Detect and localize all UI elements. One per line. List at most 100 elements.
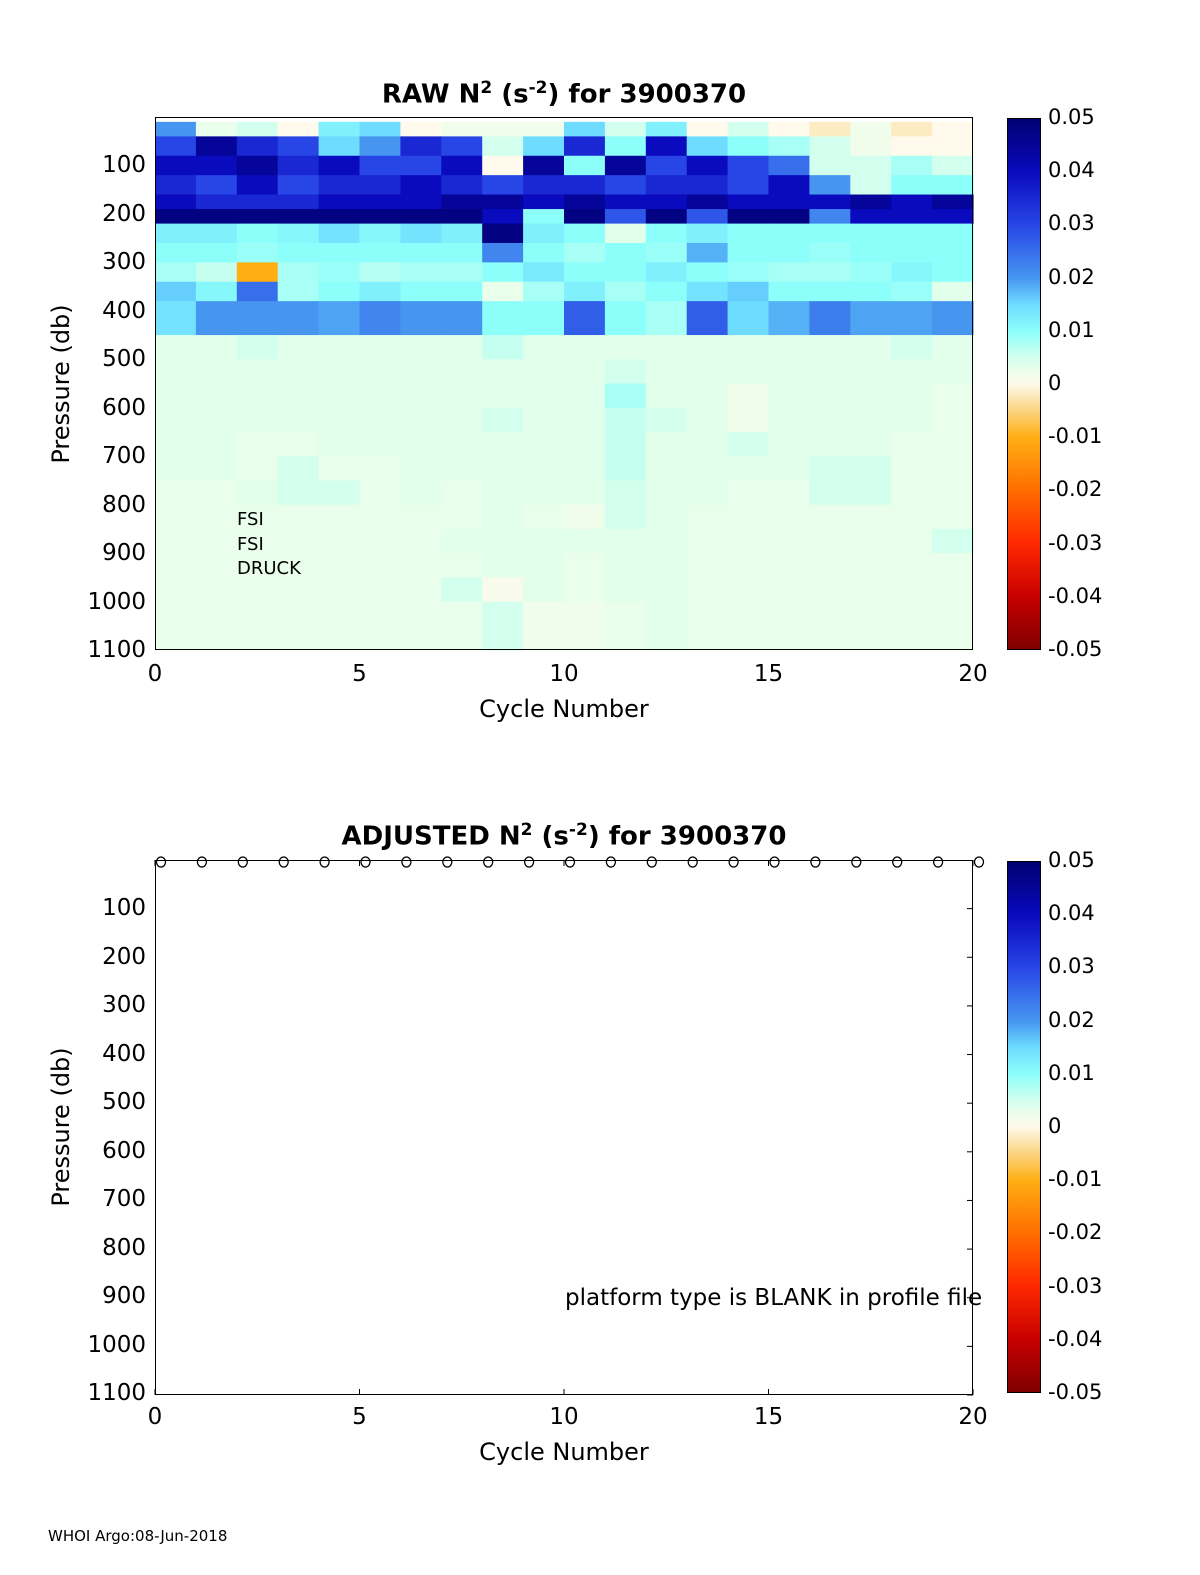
heatmap-cell — [236, 577, 279, 603]
heatmap-cell — [359, 480, 401, 506]
heatmap-cell — [768, 335, 810, 360]
heatmap-cell — [482, 136, 524, 157]
heatmap-cell — [318, 553, 361, 578]
heatmap-cell — [932, 209, 974, 225]
heatmap-cell — [604, 383, 647, 409]
heatmap-cell — [604, 194, 647, 210]
heatmap-cell — [932, 407, 974, 433]
heatmap-cell — [155, 431, 197, 457]
x-tick-label: 20 — [958, 661, 988, 687]
heatmap-cell — [155, 281, 197, 302]
heatmap-cell — [236, 281, 279, 302]
heatmap-cell — [155, 194, 197, 210]
heatmap-cell — [809, 359, 851, 385]
heatmap-cell — [482, 262, 524, 283]
heatmap-cell — [359, 281, 401, 302]
heatmap-cell — [523, 553, 565, 578]
heatmap-cell — [155, 456, 197, 482]
heatmap-cell — [645, 383, 688, 409]
colorbar-tick-label: 0.01 — [1048, 1060, 1095, 1085]
heatmap-cell — [318, 601, 361, 651]
cycle-marker — [646, 856, 657, 868]
cycle-marker — [483, 856, 494, 868]
heatmap-cell — [318, 480, 361, 506]
heatmap-cell — [768, 528, 810, 554]
heatmap-cell — [359, 577, 401, 603]
heatmap-cell — [686, 301, 729, 336]
heatmap-cell — [318, 335, 361, 360]
heatmap-cell — [645, 209, 688, 225]
heatmap-cell — [195, 528, 238, 554]
raw-heatmap-plot — [155, 117, 974, 651]
heatmap-cell — [318, 121, 361, 137]
heatmap-cell — [441, 281, 483, 302]
heatmap-cell — [604, 242, 647, 263]
heatmap-cell — [891, 223, 933, 244]
y-tick-label: 900 — [102, 1283, 146, 1310]
heatmap-cell — [400, 359, 442, 385]
heatmap-cell — [564, 175, 606, 196]
heatmap-cell — [482, 155, 524, 176]
heatmap-cell — [686, 155, 729, 176]
colorbar-tick-label: -0.04 — [1048, 1326, 1103, 1351]
heatmap-cell — [686, 121, 729, 137]
x-tick-label: 15 — [753, 1404, 784, 1430]
heatmap-cell — [686, 504, 729, 530]
heatmap-cell — [400, 431, 442, 457]
heatmap-cell — [850, 175, 892, 196]
heatmap-cell — [155, 175, 197, 196]
heatmap-cell — [645, 194, 688, 210]
heatmap-cell — [768, 456, 810, 482]
heatmap-cell — [195, 209, 238, 225]
heatmap-cell — [850, 335, 892, 360]
heatmap-cell — [809, 383, 851, 409]
heatmap-cell — [277, 223, 320, 244]
heatmap-cell — [236, 194, 279, 210]
raw-y-axis-label: Pressure (db) — [47, 304, 75, 464]
heatmap-cell — [482, 383, 524, 409]
heatmap-cell — [155, 504, 197, 530]
heatmap-cell — [645, 335, 688, 360]
heatmap-cell — [604, 281, 647, 302]
adjusted-heatmap-plot — [154, 856, 985, 1396]
heatmap-cell — [400, 383, 442, 409]
heatmap-cell — [564, 407, 606, 433]
heatmap-cell — [645, 504, 688, 530]
heatmap-cell — [155, 480, 197, 506]
heatmap-cell — [768, 480, 810, 506]
heatmap-cell — [686, 407, 729, 433]
heatmap-cell — [195, 335, 238, 360]
heatmap-cell — [564, 553, 606, 578]
colorbar-tick-label: -0.02 — [1048, 477, 1103, 502]
heatmap-cell — [686, 383, 729, 409]
plot-frame — [155, 117, 973, 650]
heatmap-cell — [195, 407, 238, 433]
heatmap-cell — [564, 281, 606, 302]
heatmap-cell — [932, 242, 974, 263]
cycle-marker — [196, 856, 208, 868]
heatmap-cell — [155, 262, 197, 283]
x-tick-label: 5 — [352, 661, 367, 687]
heatmap-cell — [932, 262, 974, 283]
y-tick-label: 500 — [102, 346, 146, 373]
heatmap-cell — [400, 281, 442, 302]
heatmap-cell — [195, 553, 238, 578]
colorbar-tick-label: 0.04 — [1048, 158, 1095, 183]
heatmap-cell — [809, 431, 851, 457]
heatmap-cell — [359, 383, 401, 409]
adj-title-main: ADJUSTED N — [341, 821, 521, 852]
heatmap-cell — [891, 175, 933, 196]
colorbar-tick-label: 0.05 — [1048, 105, 1095, 129]
heatmap-cell — [318, 194, 361, 210]
heatmap-cell — [850, 553, 892, 578]
heatmap-cell — [891, 577, 933, 603]
heatmap-cell — [236, 480, 279, 506]
heatmap-cell — [400, 601, 442, 651]
heatmap-cell — [645, 301, 688, 336]
heatmap-cell — [604, 262, 647, 283]
colorbar-tick-label: -0.01 — [1048, 1167, 1103, 1192]
heatmap-cell — [482, 301, 524, 336]
platform-type-note: platform type is BLANK in profile file — [565, 1285, 983, 1311]
heatmap-cell — [604, 136, 647, 157]
heatmap-cell — [891, 383, 933, 409]
